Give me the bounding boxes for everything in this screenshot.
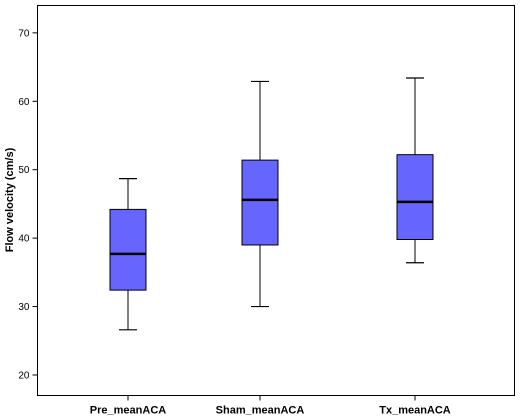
box-Pre_meanACA — [109, 178, 147, 331]
x-tick-label: Pre_meanACA — [90, 405, 166, 417]
y-tick-label: 40 — [18, 234, 30, 245]
box-Sham_meanACA — [241, 80, 279, 308]
y-tick-label: 50 — [18, 165, 30, 176]
x-tick-label: Sham_meanACA — [216, 405, 305, 417]
y-tick-label: 60 — [18, 97, 30, 108]
y-tick-label: 70 — [18, 28, 30, 39]
y-tick-label: 20 — [18, 370, 30, 381]
y-axis: 20 30 40 50 60 70 — [18, 28, 38, 381]
box-Tx_meanACA — [396, 77, 434, 264]
y-axis-title: Flow velocity (cm/s) — [4, 147, 16, 252]
boxes — [109, 77, 434, 331]
iqr-box — [109, 208, 147, 291]
iqr-box — [241, 159, 279, 246]
y-tick-label: 30 — [18, 302, 30, 313]
x-tick-label: Tx_meanACA — [379, 405, 451, 417]
iqr-box — [396, 154, 434, 240]
x-axis: Pre_meanACA Sham_meanACA Tx_meanACA — [90, 395, 451, 417]
